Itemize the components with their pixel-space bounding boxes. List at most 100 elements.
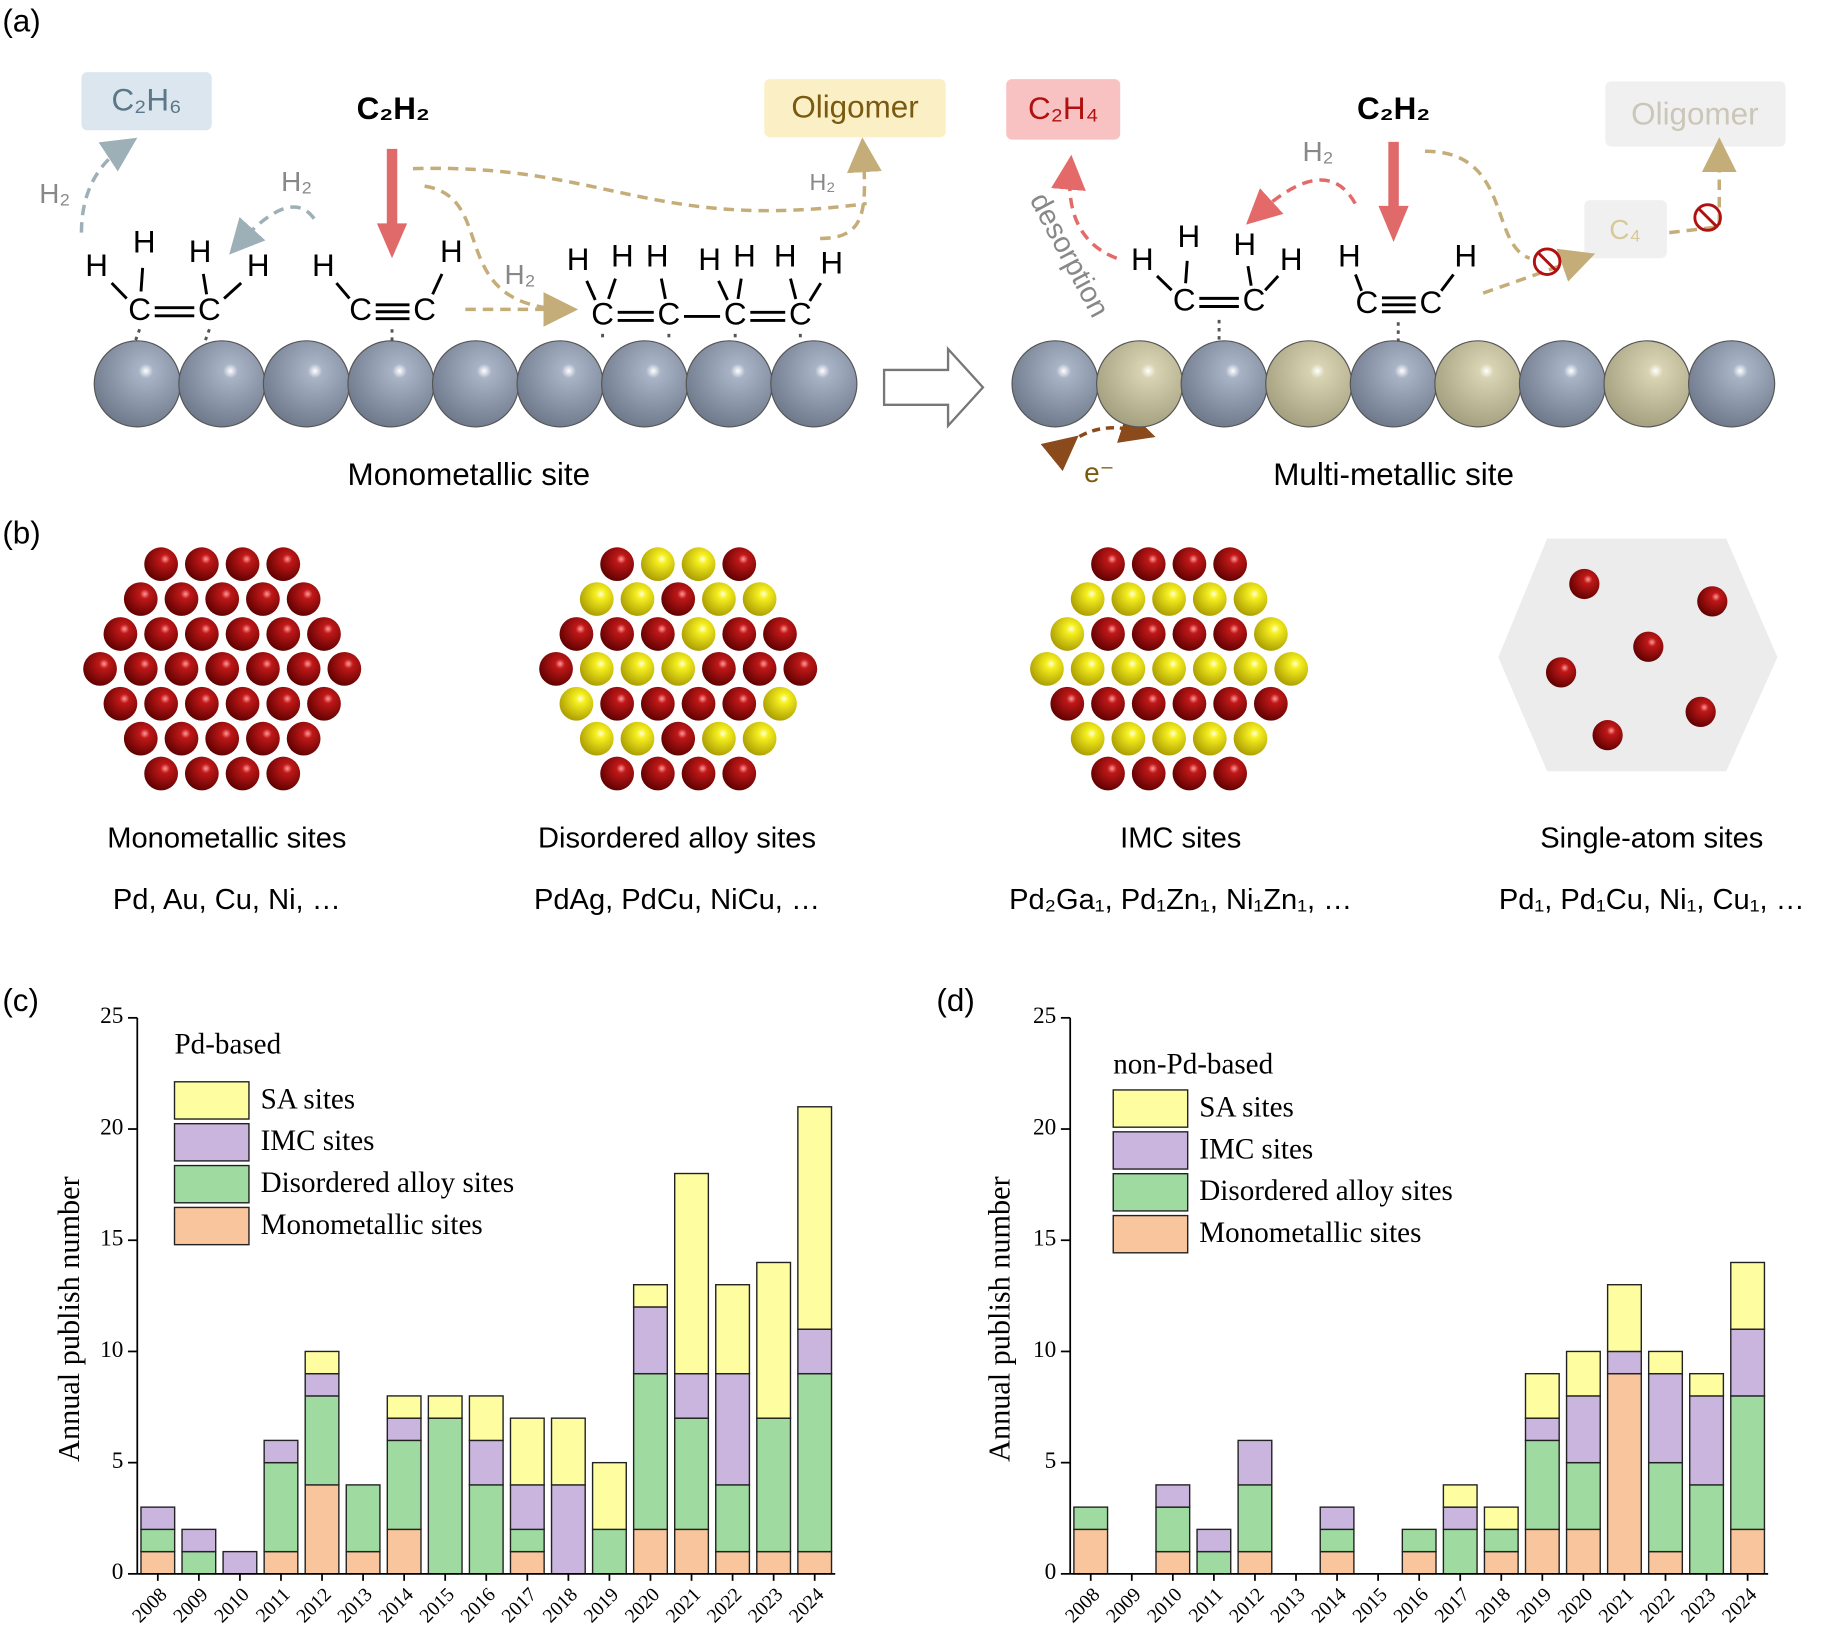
bar (715, 1550, 751, 1575)
arrow (79, 137, 138, 233)
metal-atom (1687, 340, 1776, 428)
legend-label: Monometallic sites (261, 1209, 483, 1241)
legend-swatch (173, 1122, 250, 1162)
atom-label: H (567, 242, 590, 277)
atom-label: H (1233, 227, 1256, 262)
bar (509, 1417, 545, 1486)
y-tick-label: 20 (1033, 1114, 1056, 1140)
bar (304, 1372, 340, 1397)
bond (1155, 274, 1173, 292)
bar (1730, 1528, 1766, 1575)
bar (1073, 1506, 1109, 1531)
atom (184, 547, 219, 582)
x-tick-label: 2023 (744, 1584, 788, 1628)
bond (1354, 274, 1363, 292)
atom (539, 651, 573, 686)
y-tick-label: 25 (100, 1003, 123, 1029)
bond (110, 282, 128, 300)
atom (1213, 617, 1248, 651)
bar (756, 1417, 792, 1553)
bar (674, 1172, 710, 1375)
atom-label: C (1355, 285, 1378, 320)
site-name: Single-atom sites (1540, 823, 1763, 855)
atom (661, 651, 696, 686)
x-tick-label: 2024 (785, 1584, 829, 1628)
bond (431, 273, 444, 295)
atom (661, 582, 696, 616)
atom (1685, 696, 1716, 728)
bar (140, 1550, 176, 1575)
atom (681, 686, 716, 721)
bar (304, 1484, 340, 1575)
metal-atom (347, 340, 435, 428)
atom (225, 617, 260, 651)
bar (1442, 1506, 1478, 1531)
atom (1192, 582, 1227, 616)
bar (1524, 1439, 1560, 1531)
y-tick-label: 10 (100, 1337, 123, 1363)
bar (263, 1439, 299, 1464)
arrow (412, 166, 867, 213)
atom (123, 651, 158, 686)
bar (1606, 1284, 1642, 1353)
bar (674, 1372, 710, 1419)
atom (1172, 686, 1207, 721)
atom (225, 547, 260, 582)
x-tick-label: 2018 (1471, 1584, 1515, 1628)
bar (509, 1528, 545, 1553)
atom (205, 651, 240, 686)
atom (1131, 756, 1166, 791)
block-icon (1532, 203, 1722, 276)
atom (1633, 631, 1664, 662)
x-tick-label: 2016 (1389, 1584, 1433, 1628)
atom (246, 651, 280, 686)
atom (1213, 686, 1248, 721)
box (1584, 200, 1667, 259)
metal-atom (93, 340, 181, 428)
atom (1050, 686, 1085, 721)
reactant-label: C₂H₂ (1357, 91, 1430, 126)
y-tick-label: 10 (1033, 1337, 1056, 1363)
atom (1030, 651, 1064, 686)
x-tick-label: 2020 (1554, 1584, 1598, 1628)
bar (1073, 1528, 1109, 1575)
site-examples: Pd, Au, Cu, Ni, … (113, 884, 341, 916)
atom (1152, 582, 1186, 616)
atom-label: H (698, 242, 721, 277)
bar (1442, 1528, 1478, 1575)
bond (335, 282, 351, 300)
atom (722, 617, 757, 651)
legend-label: Monometallic sites (1199, 1217, 1421, 1249)
panel-label: (d) (936, 983, 974, 1018)
y-tick-label: 5 (1045, 1448, 1057, 1474)
atom-label: C (591, 297, 614, 332)
atom (83, 651, 117, 686)
bond (585, 280, 597, 301)
atom (205, 582, 240, 616)
product-label: C₂H₄ (1028, 91, 1098, 126)
atom (103, 686, 138, 721)
x-tick-label: 2015 (1348, 1584, 1392, 1628)
x-tick-label: 2022 (703, 1584, 747, 1628)
atom-label: C (658, 297, 681, 332)
atom (144, 756, 178, 791)
bar (674, 1417, 710, 1531)
atom (1070, 582, 1105, 616)
h2-label: H₂ (281, 166, 312, 197)
site-name: Disordered alloy sites (538, 823, 816, 855)
metal-atom (178, 340, 266, 428)
bar (181, 1528, 217, 1553)
legend-swatch (1112, 1214, 1189, 1254)
bar (1524, 1417, 1560, 1442)
atom (1192, 651, 1227, 686)
atom (620, 721, 655, 756)
atom (1152, 721, 1186, 756)
legend-title: non-Pd-based (1113, 1048, 1273, 1080)
atom (702, 721, 736, 756)
bar (1689, 1395, 1725, 1486)
legend-label: Disordered alloy sites (261, 1167, 515, 1199)
bar (1155, 1506, 1191, 1553)
x-tick-label: 2010 (210, 1584, 254, 1628)
x-tick-label: 2013 (333, 1584, 377, 1628)
atom-label: C (789, 297, 812, 332)
